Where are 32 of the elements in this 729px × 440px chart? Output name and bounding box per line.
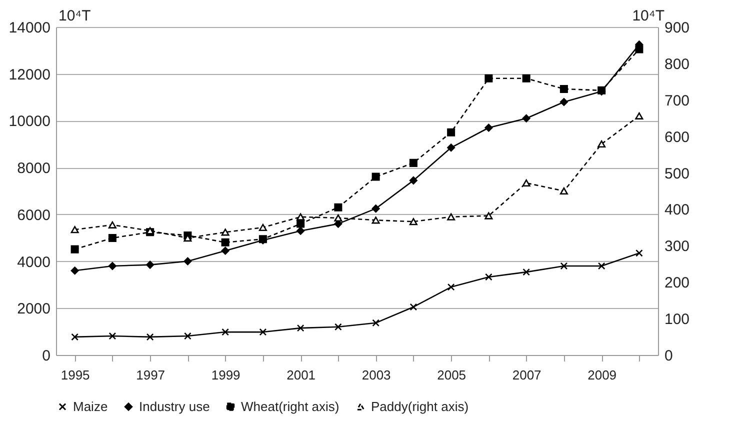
y2-tick-label: 200	[664, 274, 690, 292]
y-tick-label: 14000	[8, 20, 50, 36]
legend-label: Maize	[73, 398, 108, 414]
x-tick-label: 2001	[286, 368, 316, 382]
y-tick-label: 0	[42, 348, 50, 364]
y-axis-title: 10⁴T	[58, 8, 91, 24]
y2-tick-label: 600	[664, 128, 690, 146]
y2-tick-label: 400	[664, 202, 690, 219]
legend-label: Industry use	[139, 398, 210, 414]
x-tick-label: 2005	[437, 368, 466, 382]
y2-tick-label: 900	[664, 20, 690, 36]
y-tick-label: 6000	[17, 206, 50, 224]
y-tick-label: 2000	[17, 300, 50, 318]
y-tick-label: 10000	[8, 113, 50, 130]
y2-tick-label: 500	[664, 165, 690, 182]
y2-tick-label: 100	[664, 311, 690, 328]
y-tick-label: 8000	[17, 160, 50, 178]
x-tick-label: 1999	[211, 368, 240, 382]
x-tick-label: 1995	[60, 368, 90, 382]
x-tick-label: 1997	[136, 368, 166, 382]
legend-label: Wheat(right axis)	[241, 398, 340, 414]
y2-tick-label: 0	[664, 348, 673, 364]
y2-tick-label: 800	[664, 56, 690, 73]
y2-tick-label: 300	[664, 238, 690, 256]
y2-tick-label: 700	[664, 92, 690, 110]
x-tick-label: 2009	[588, 368, 617, 382]
legend-label: Paddy(right axis)	[371, 398, 469, 414]
y-tick-label: 12000	[8, 66, 50, 84]
y2-axis-title: 10⁴T	[632, 8, 664, 24]
y-tick-label: 4000	[17, 254, 50, 271]
x-tick-label: 2003	[362, 368, 391, 382]
x-tick-label: 2007	[512, 368, 542, 382]
